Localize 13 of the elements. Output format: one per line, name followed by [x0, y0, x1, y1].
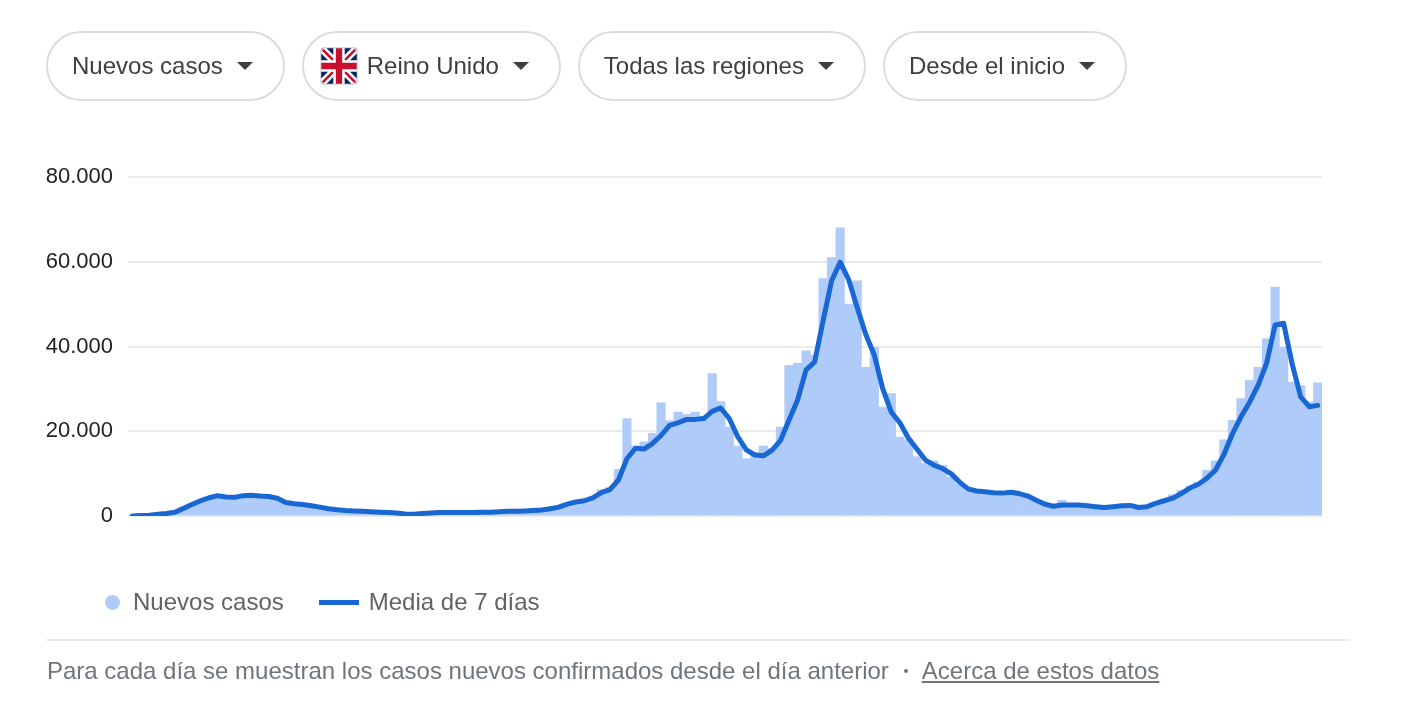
y-tick-label: 40.000: [45, 332, 113, 358]
legend-label: Media de 7 días: [368, 588, 540, 616]
dropdown-button: Reino Unido: [301, 31, 561, 101]
y-tick-label: 80.000: [45, 163, 113, 189]
legend-label: Nuevos casos: [133, 588, 284, 616]
dropdown-button: Desde el inicio: [882, 31, 1128, 101]
y-tick-label: 20.000: [45, 417, 113, 443]
dropdown-button: Nuevos casos: [46, 31, 285, 101]
dropdown-button: Todas las regiones: [577, 31, 866, 101]
y-tick-label: 60.000: [45, 247, 113, 273]
text: Para cada día se muestran los casos nuevos confirmados desde el día anterior: [47, 657, 889, 685]
text: Acerca de estos datos: [921, 657, 1160, 685]
y-tick-label: 0: [100, 502, 113, 528]
